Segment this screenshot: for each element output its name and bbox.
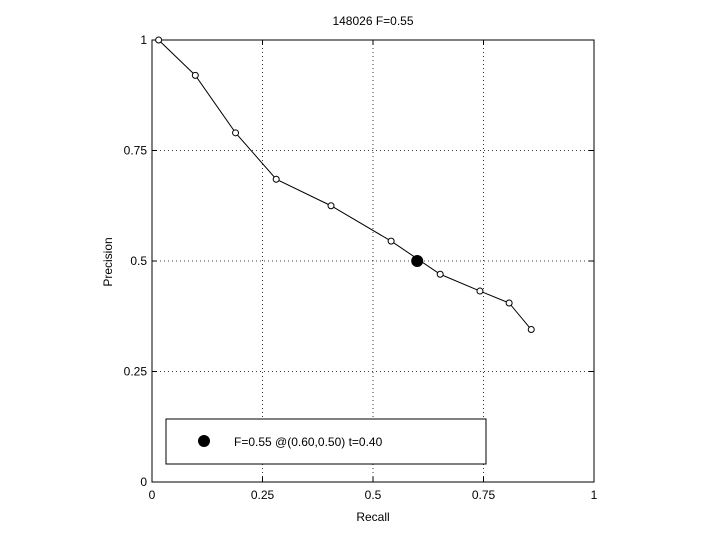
legend-box — [165, 418, 487, 465]
x-tick-label: 0.25 — [251, 488, 275, 502]
data-point — [272, 175, 280, 183]
y-tick-label: 1 — [140, 33, 147, 47]
y-tick-label: 0.75 — [124, 144, 148, 158]
x-tick-label: 0 — [149, 488, 156, 502]
x-tick-label: 0.5 — [365, 488, 382, 502]
x-tick-label: 0.75 — [472, 488, 496, 502]
data-point — [527, 326, 535, 334]
series-line — [155, 36, 535, 334]
chart-title: 148026 F=0.55 — [332, 14, 413, 28]
x-tick-label: 1 — [591, 488, 598, 502]
y-tick-label: 0.5 — [130, 254, 147, 268]
legend: F=0.55 @(0.60,0.50) t=0.40 — [165, 418, 487, 465]
data-point — [232, 129, 240, 137]
data-point — [505, 299, 513, 307]
grid — [152, 40, 594, 482]
x-axis-label: Recall — [356, 510, 389, 524]
best-f-point — [411, 255, 424, 267]
data-point — [436, 270, 444, 278]
data-point — [327, 202, 335, 210]
legend-label: F=0.55 @(0.60,0.50) t=0.40 — [234, 435, 383, 449]
y-tick-label: 0 — [140, 475, 147, 489]
data-point — [155, 36, 163, 44]
legend-marker — [198, 435, 210, 447]
data-point — [476, 287, 484, 295]
y-axis-label: Precision — [101, 237, 115, 286]
data-point — [387, 237, 395, 245]
y-tick-label: 0.25 — [124, 365, 148, 379]
pr-curve — [158, 39, 532, 330]
data-point — [191, 71, 199, 79]
axis-ticks: 0 0.25 0.5 0.75 1 0 0.25 0.5 0.75 1 — [124, 33, 598, 502]
